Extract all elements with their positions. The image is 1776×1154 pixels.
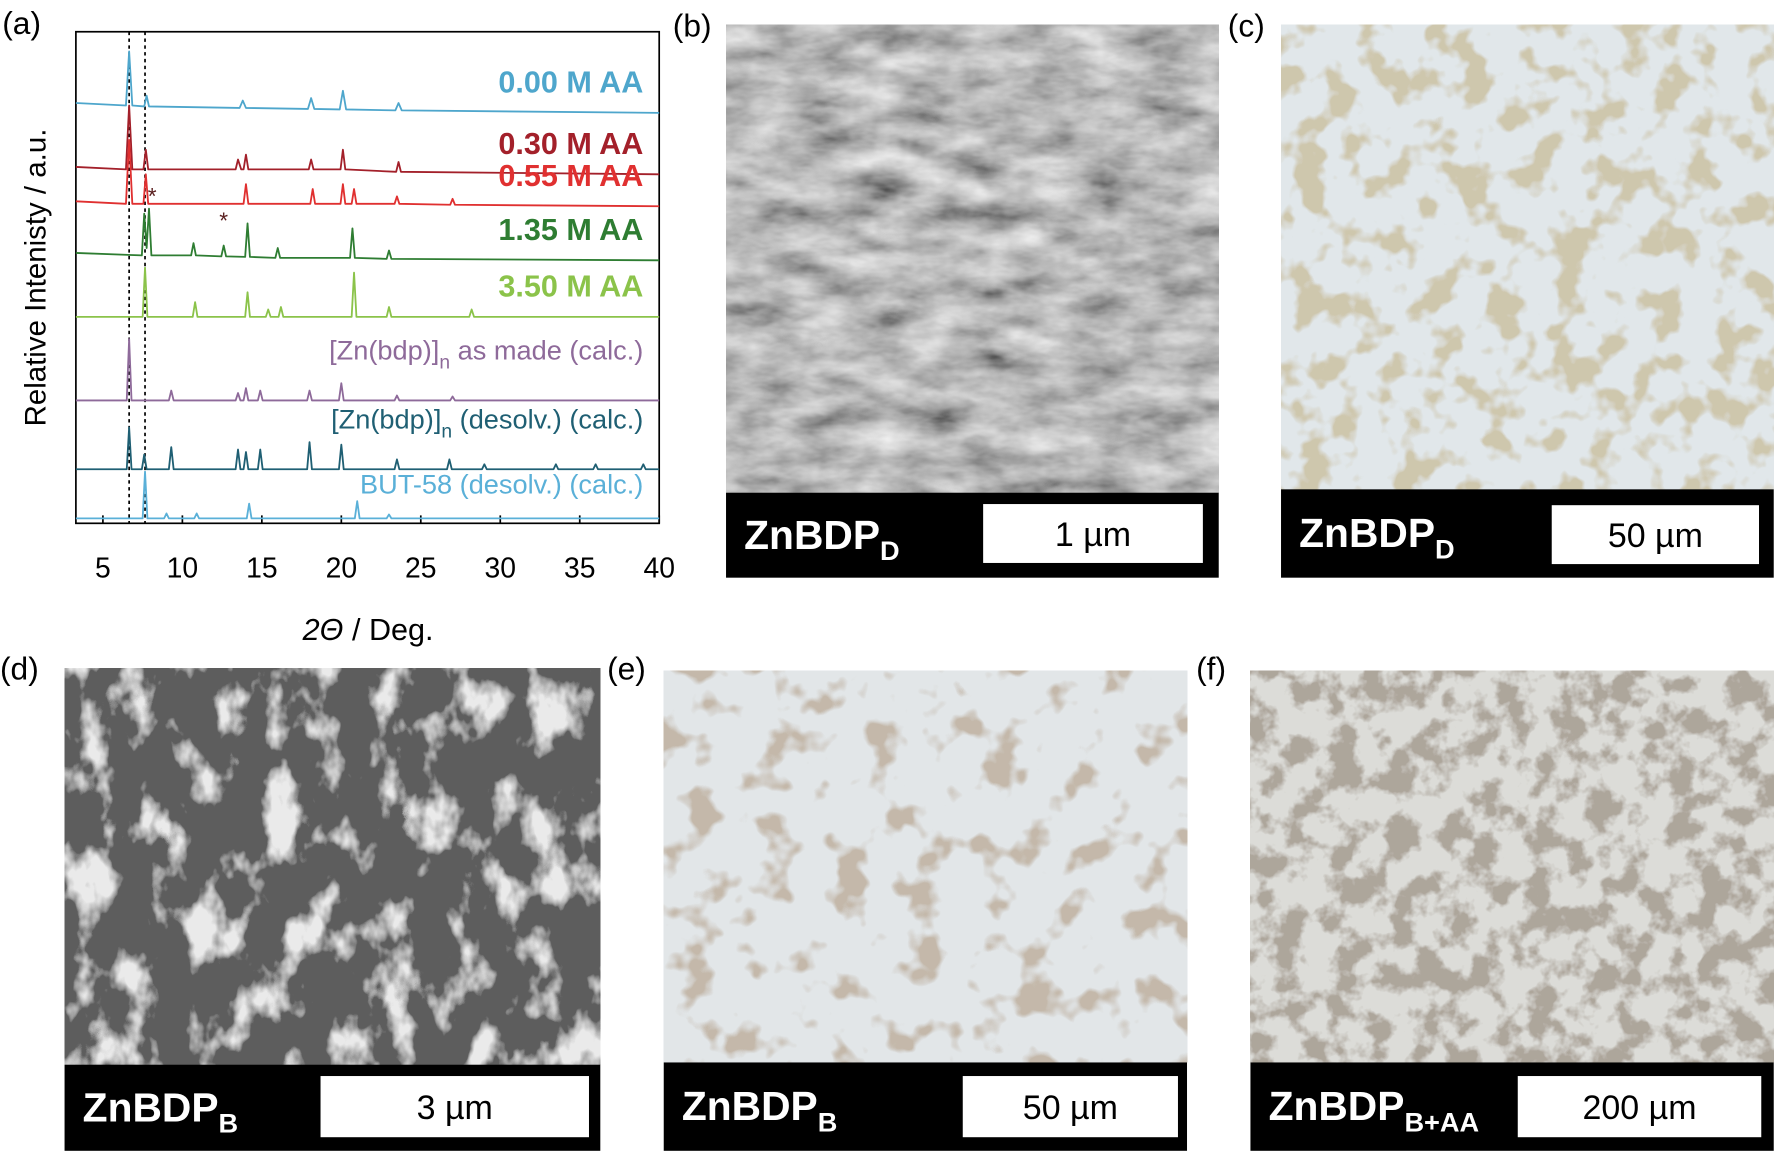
series-label-part: as made (calc.) [450, 335, 643, 366]
series-line [75, 104, 660, 176]
series-line [75, 266, 660, 318]
x-tick-label: 20 [326, 552, 357, 584]
caption: ZnBDPB [83, 1084, 239, 1138]
series-line [75, 338, 660, 402]
x-tick-label: 10 [167, 552, 198, 584]
scale-bar-label: 50 µm [1608, 517, 1703, 555]
series-label: 0.00 M AA [498, 65, 643, 99]
caption: ZnBDPD [744, 512, 899, 566]
panel-label: (a) [2, 5, 41, 41]
scale-box [320, 1076, 589, 1138]
scale-bar-label: 200 µm [1583, 1089, 1697, 1127]
scale-box [1517, 1076, 1762, 1138]
x-tick-label: 30 [485, 552, 516, 584]
x-tick-label: 35 [564, 552, 595, 584]
caption-main: ZnBDP [682, 1083, 818, 1129]
series-label-part: n [441, 422, 452, 443]
caption-main: ZnBDP [83, 1084, 219, 1130]
x-axis-label-symbol: 2Θ [302, 613, 344, 647]
x-tick-label: 5 [95, 552, 111, 584]
micrograph [663, 670, 1188, 1063]
micrograph [726, 24, 1219, 493]
caption: ZnBDPB [682, 1083, 838, 1137]
x-axis-label-unit: / Deg. [343, 613, 433, 647]
annotation: * [148, 183, 157, 209]
series-label: 0.30 M AA [498, 127, 643, 161]
series-label-part: [Zn(bdp)] [331, 403, 441, 434]
series-label: 1.35 M AA [498, 213, 643, 247]
micrograph [64, 668, 601, 1065]
caption-main: ZnBDP [1299, 510, 1435, 556]
caption: ZnBDPB+AA [1269, 1083, 1480, 1137]
series-label: [Zn(bdp)]n as made (calc.) [329, 335, 643, 374]
micrograph [1250, 670, 1774, 1063]
panel-label: (e) [607, 651, 646, 687]
scale-box [983, 504, 1203, 563]
series-label-part: [Zn(bdp)] [329, 335, 439, 366]
panel-label: (c) [1228, 7, 1265, 43]
x-axis-label: 2Θ / Deg. [302, 613, 434, 647]
caption: ZnBDPD [1299, 510, 1454, 564]
caption-subscript: B+AA [1404, 1107, 1479, 1138]
scale-box [962, 1076, 1178, 1138]
panel-label: (f) [1196, 651, 1226, 687]
series-label: BUT-58 (desolv.) (calc.) [360, 468, 643, 499]
caption-subscript: B [818, 1107, 838, 1138]
caption-main: ZnBDP [1269, 1083, 1405, 1129]
series-label-part: n [439, 353, 450, 374]
panel-label: (d) [0, 651, 39, 687]
series-line [75, 470, 660, 520]
plot-frame [75, 30, 661, 525]
x-tick-label: 40 [643, 552, 674, 584]
series-label: 0.55 M AA [498, 159, 643, 193]
series-label: 3.50 M AA [498, 269, 643, 303]
scale-bar-label: 50 µm [1023, 1089, 1118, 1127]
scale-bar-label: 3 µm [417, 1089, 493, 1127]
x-tick-label: 25 [405, 552, 436, 584]
caption-subscript: B [219, 1108, 239, 1139]
caption-subscript: D [880, 535, 900, 566]
series-label: [Zn(bdp)]n (desolv.) (calc.) [331, 403, 643, 442]
panel-label: (b) [673, 7, 712, 43]
x-tick-label: 15 [246, 552, 277, 584]
micrograph [1281, 24, 1774, 490]
series-line [75, 207, 660, 262]
series-line [75, 426, 660, 471]
caption-subscript: D [1435, 533, 1455, 564]
scale-box [1551, 505, 1760, 565]
series-line [75, 50, 660, 114]
series-line [75, 138, 660, 208]
caption-main: ZnBDP [744, 512, 880, 558]
series-label-part: (desolv.) (calc.) [452, 403, 643, 434]
scale-bar-label: 1 µm [1055, 516, 1131, 554]
annotation: * [219, 207, 228, 233]
y-axis-label: Relative Intenisty / a.u. [19, 129, 52, 427]
